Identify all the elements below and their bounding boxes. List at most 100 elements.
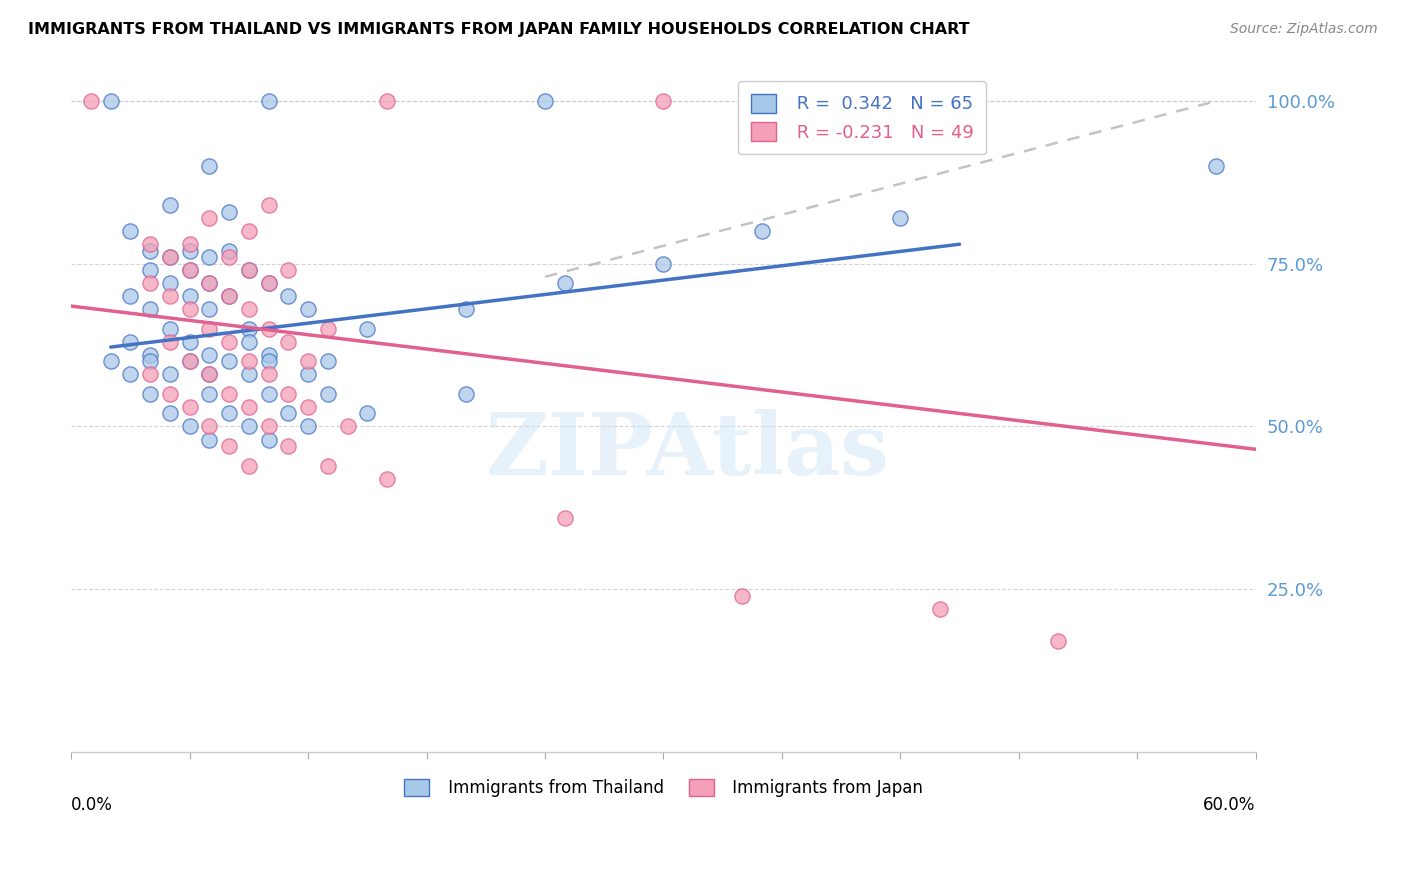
Point xyxy=(120,334,142,349)
Point xyxy=(179,334,201,349)
Point xyxy=(454,302,477,317)
Point xyxy=(179,354,201,368)
Point xyxy=(316,322,339,336)
Point xyxy=(179,244,201,258)
Point xyxy=(257,277,280,291)
Point xyxy=(297,400,319,414)
Point xyxy=(139,368,162,382)
Point xyxy=(316,387,339,401)
Point xyxy=(159,334,181,349)
Point xyxy=(238,368,260,382)
Point xyxy=(218,204,240,219)
Point xyxy=(218,250,240,264)
Point xyxy=(316,458,339,473)
Point xyxy=(1047,634,1070,648)
Point xyxy=(238,224,260,238)
Point xyxy=(159,250,181,264)
Point xyxy=(100,354,122,368)
Point xyxy=(277,387,299,401)
Point xyxy=(238,334,260,349)
Point xyxy=(159,368,181,382)
Point xyxy=(179,263,201,277)
Point xyxy=(731,589,754,603)
Point xyxy=(218,289,240,303)
Point xyxy=(179,419,201,434)
Point xyxy=(159,407,181,421)
Point xyxy=(139,277,162,291)
Point xyxy=(139,302,162,317)
Point xyxy=(238,354,260,368)
Point xyxy=(80,94,103,108)
Text: 0.0%: 0.0% xyxy=(72,797,112,814)
Point xyxy=(238,263,260,277)
Point xyxy=(356,322,378,336)
Point xyxy=(554,277,576,291)
Point xyxy=(120,368,142,382)
Point xyxy=(238,322,260,336)
Point xyxy=(218,439,240,453)
Point xyxy=(139,348,162,362)
Point xyxy=(218,387,240,401)
Point xyxy=(356,407,378,421)
Point xyxy=(257,277,280,291)
Point xyxy=(238,302,260,317)
Point xyxy=(179,263,201,277)
Point xyxy=(554,510,576,524)
Point xyxy=(889,211,911,226)
Point xyxy=(159,277,181,291)
Point xyxy=(297,419,319,434)
Point xyxy=(179,354,201,368)
Point xyxy=(277,439,299,453)
Text: 60.0%: 60.0% xyxy=(1204,797,1256,814)
Point xyxy=(257,387,280,401)
Point xyxy=(198,277,221,291)
Point xyxy=(198,348,221,362)
Point xyxy=(198,250,221,264)
Point xyxy=(238,263,260,277)
Point xyxy=(159,387,181,401)
Point xyxy=(218,289,240,303)
Point xyxy=(198,419,221,434)
Point xyxy=(218,354,240,368)
Point xyxy=(751,224,773,238)
Point xyxy=(257,433,280,447)
Point xyxy=(159,250,181,264)
Point xyxy=(139,354,162,368)
Point xyxy=(198,368,221,382)
Point xyxy=(1205,159,1227,173)
Point xyxy=(454,387,477,401)
Text: IMMIGRANTS FROM THAILAND VS IMMIGRANTS FROM JAPAN FAMILY HOUSEHOLDS CORRELATION : IMMIGRANTS FROM THAILAND VS IMMIGRANTS F… xyxy=(28,22,970,37)
Point xyxy=(159,289,181,303)
Legend:  Immigrants from Thailand,  Immigrants from Japan: Immigrants from Thailand, Immigrants fro… xyxy=(396,771,931,805)
Point xyxy=(297,368,319,382)
Point xyxy=(277,263,299,277)
Point xyxy=(159,322,181,336)
Point xyxy=(139,244,162,258)
Point xyxy=(139,263,162,277)
Point xyxy=(198,322,221,336)
Point xyxy=(179,237,201,252)
Point xyxy=(277,407,299,421)
Point xyxy=(297,302,319,317)
Point xyxy=(218,334,240,349)
Point xyxy=(534,94,557,108)
Point xyxy=(652,257,675,271)
Point xyxy=(238,400,260,414)
Point xyxy=(179,400,201,414)
Point xyxy=(257,348,280,362)
Point xyxy=(139,237,162,252)
Point xyxy=(257,94,280,108)
Point xyxy=(257,354,280,368)
Point xyxy=(198,159,221,173)
Point xyxy=(218,244,240,258)
Point xyxy=(139,387,162,401)
Text: ZIPAtlas: ZIPAtlas xyxy=(485,409,889,493)
Point xyxy=(179,302,201,317)
Point xyxy=(375,94,398,108)
Point xyxy=(316,354,339,368)
Point xyxy=(652,94,675,108)
Point xyxy=(238,419,260,434)
Point xyxy=(297,354,319,368)
Point xyxy=(198,387,221,401)
Point xyxy=(198,368,221,382)
